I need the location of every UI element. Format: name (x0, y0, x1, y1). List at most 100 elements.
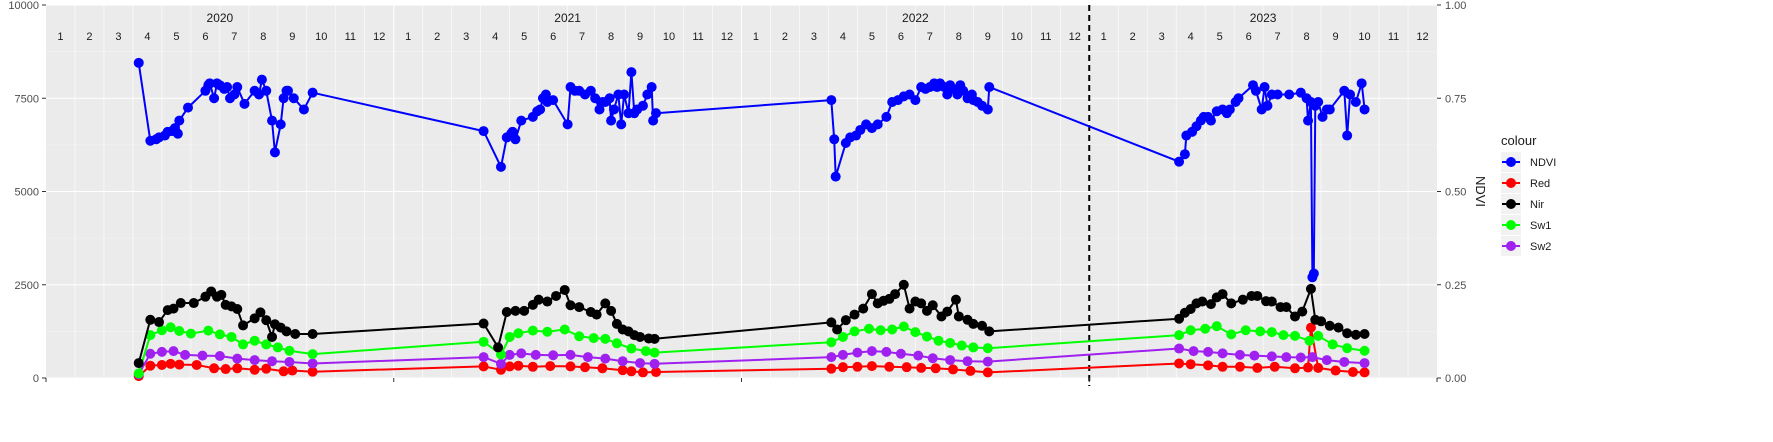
series-sw1-point (1304, 335, 1315, 346)
series-nir-point (600, 298, 611, 309)
legend-items: NDVI Red Nir Sw1 Sw2 (1501, 152, 1556, 256)
series-red-point (249, 364, 260, 375)
month-label: 2 (782, 31, 788, 43)
series-sw1-point (249, 335, 260, 346)
series-sw2-point (895, 348, 906, 359)
series-sw2-point (635, 358, 646, 369)
series-ndvi-point (826, 95, 837, 106)
series-ndvi-point (495, 161, 506, 172)
series-sw2-point (582, 352, 593, 363)
month-label: 8 (1304, 31, 1310, 43)
series-ndvi-point (642, 89, 653, 100)
month-label: 1 (753, 31, 759, 43)
series-ndvi-point (1308, 268, 1319, 279)
series-nir-point (950, 294, 961, 305)
month-label: 3 (1159, 31, 1165, 43)
legend-title: colour (1501, 133, 1537, 148)
series-nir-point (510, 305, 521, 316)
y-left-tick-label: 7500 (15, 93, 39, 105)
series-red-point (545, 361, 556, 372)
series-red-point (278, 366, 289, 377)
series-sw2-point (504, 349, 515, 360)
series-sw2-point (548, 350, 559, 361)
series-nir-point (1350, 329, 1361, 340)
month-label: 3 (463, 31, 469, 43)
series-nir-point (574, 302, 585, 313)
series-sw1-point (1240, 325, 1251, 336)
series-ndvi-point (910, 95, 921, 106)
series-red-point (916, 362, 927, 373)
series-sw1-point (600, 333, 611, 344)
series-sw2-point (1321, 355, 1332, 366)
series-ndvi-point (1317, 111, 1328, 122)
month-label: 4 (492, 31, 498, 43)
series-red-point (597, 363, 608, 374)
series-sw2-point (495, 358, 506, 369)
series-nir-point (533, 294, 544, 305)
series-sw2-point (156, 346, 167, 357)
series-ndvi-point (516, 115, 527, 126)
series-sw1-point (1290, 330, 1301, 341)
legend-key-point (1506, 220, 1516, 230)
series-ndvi-point (881, 111, 892, 122)
series-sw1-point (887, 324, 898, 335)
series-nir-point (832, 324, 843, 335)
series-nir-point (1297, 306, 1308, 317)
series-red-line (138, 326, 1365, 377)
series-red-point (145, 360, 156, 371)
series-nir-point (898, 279, 909, 290)
series-ndvi-point (1324, 104, 1335, 115)
series-red-point (626, 366, 637, 377)
month-label: 12 (1416, 31, 1428, 43)
legend-item-red: Red (1501, 173, 1550, 193)
series-red-point (1347, 367, 1358, 378)
series-red-point (852, 361, 863, 372)
series-nir-point (927, 300, 938, 311)
month-label: 1 (405, 31, 411, 43)
series-ndvi-point (478, 126, 489, 137)
series-ndvi-point (637, 100, 648, 111)
series-sw1-point (214, 329, 225, 340)
series-red-point (1234, 361, 1245, 372)
series-red-point (1359, 367, 1370, 378)
y-axis-left: 0 2500 5000 7500 10000 (8, 0, 46, 385)
series-nir-point (501, 306, 512, 317)
series-sw2-point (197, 350, 208, 361)
series-ndvi-point (222, 82, 233, 93)
series-sw2-point (284, 356, 295, 367)
series-sw2-point (826, 352, 837, 363)
series-nir-point (145, 314, 156, 325)
series-ndvi-point (267, 115, 278, 126)
series-sw2-point (1203, 346, 1214, 357)
series-red-point (866, 361, 877, 372)
year-label-2022: 2022 (902, 11, 929, 25)
y-right-tick-label: 0.00 (1445, 373, 1466, 385)
series-sw1-point (284, 345, 295, 356)
series-ndvi-point (616, 119, 627, 130)
series-nir-point (1226, 298, 1237, 309)
series-red-point (580, 362, 591, 373)
series-sw1-point (272, 342, 283, 353)
month-label: 7 (231, 31, 237, 43)
month-label: 4 (144, 31, 150, 43)
series-sw1-point (226, 331, 237, 342)
series-red-point (174, 359, 185, 370)
series-sw1-point (542, 326, 553, 337)
legend-label-nir: Nir (1530, 199, 1544, 211)
month-label: 5 (869, 31, 875, 43)
series-sw2-point (1295, 352, 1306, 363)
series-red-point (637, 367, 648, 378)
series-nir-point (1252, 290, 1263, 301)
series-red-point (1174, 358, 1185, 369)
series-red-point (651, 367, 662, 378)
series-nir-point (232, 303, 243, 314)
year-label-2020: 2020 (207, 11, 234, 25)
series-nir-point (968, 318, 979, 329)
series-nir-point (255, 307, 266, 318)
month-label: 10 (315, 31, 327, 43)
series-sw1-point (649, 347, 660, 358)
series-ndvi-point (872, 119, 883, 130)
series-ndvi-point (626, 67, 637, 78)
series-nir-point (984, 326, 995, 337)
series-sw1-point (1313, 330, 1324, 341)
